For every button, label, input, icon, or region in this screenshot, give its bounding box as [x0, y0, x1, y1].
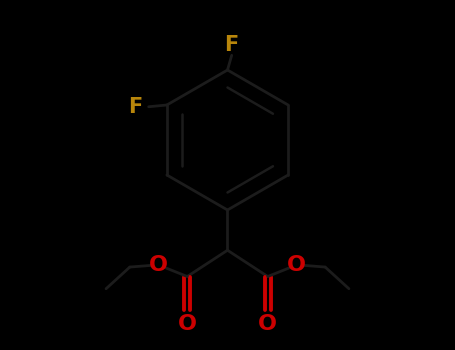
- Text: O: O: [149, 255, 168, 275]
- Text: O: O: [178, 314, 197, 334]
- Text: O: O: [258, 314, 277, 334]
- Text: F: F: [128, 97, 142, 117]
- Text: F: F: [225, 35, 239, 55]
- Text: O: O: [287, 255, 306, 275]
